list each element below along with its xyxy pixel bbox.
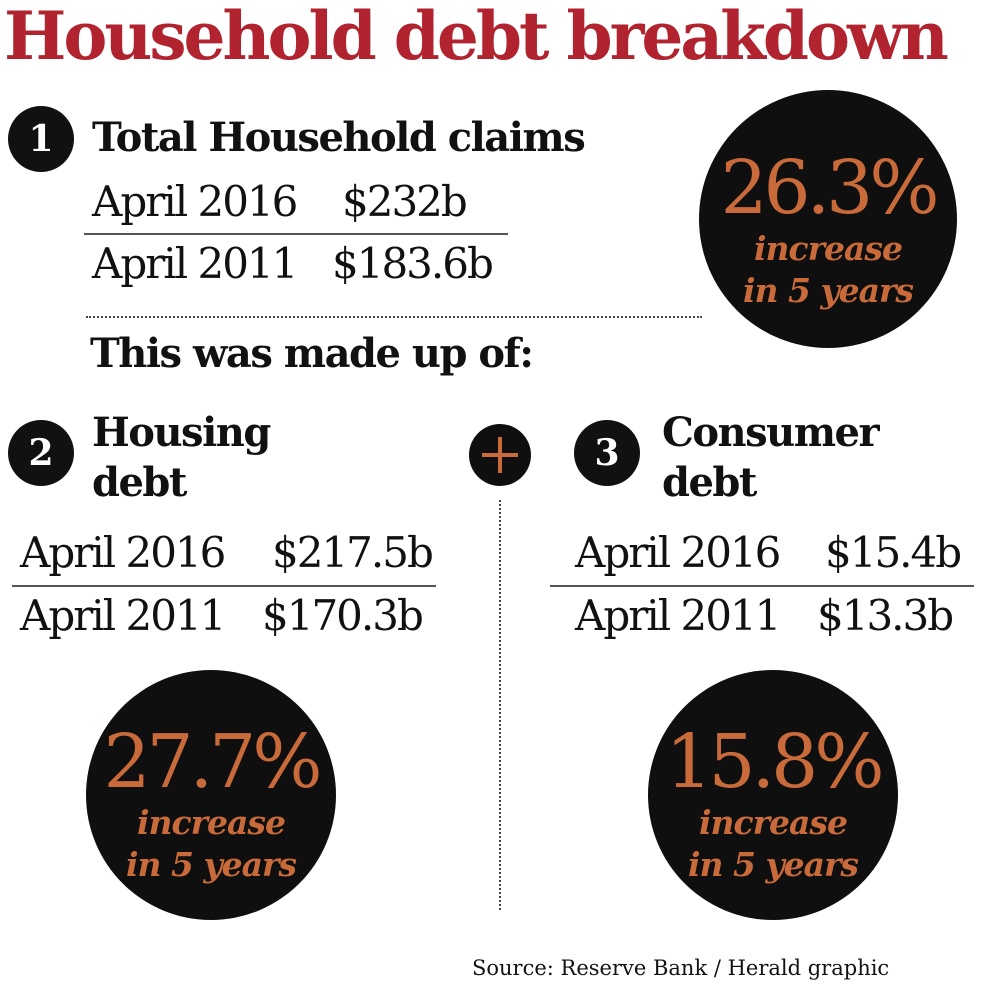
housing-row-2016: April 2016 $217.5b — [20, 527, 460, 579]
dotted-divider — [86, 316, 702, 318]
divider — [550, 585, 974, 587]
consumer-row-2011: April 2011 $13.3b — [575, 590, 975, 642]
badge-caption-line1: increase — [137, 803, 286, 842]
consumer-heading-line2: debt — [662, 459, 757, 506]
row-date: April 2011 — [20, 591, 226, 640]
badge-caption-line2: in 5 years — [688, 845, 859, 884]
housing-row-2011: April 2011 $170.3b — [20, 590, 460, 642]
divider — [84, 233, 508, 235]
total-row-2011: April 2011 $183.6b — [92, 238, 512, 290]
made-up-of-heading: This was made up of: — [90, 330, 534, 377]
row-value: $13.3b — [817, 591, 954, 640]
badge-caption-line2: in 5 years — [126, 845, 297, 884]
row-value: $232b — [342, 177, 468, 226]
number-badge-3: 3 — [574, 420, 640, 486]
total-claims-heading: Total Household claims — [92, 114, 586, 161]
badge-caption-line1: increase — [699, 803, 848, 842]
source-credit: Source: Reserve Bank / Herald graphic — [472, 956, 890, 980]
total-row-2016: April 2016 $232b — [92, 176, 512, 228]
housing-increase-badge: 27.7% increase in 5 years — [86, 670, 336, 920]
row-date: April 2011 — [92, 239, 298, 288]
vertical-dotted-divider — [499, 500, 501, 910]
row-date: April 2016 — [575, 528, 781, 577]
consumer-increase-badge: 15.8% increase in 5 years — [648, 670, 898, 920]
number-badge-2: 2 — [8, 420, 74, 486]
divider — [12, 585, 436, 587]
row-date: April 2011 — [575, 591, 781, 640]
row-value: $170.3b — [262, 591, 424, 640]
page-title: Household debt breakdown — [4, 0, 949, 75]
badge-percent: 15.8% — [665, 719, 884, 805]
badge-caption-line1: increase — [754, 229, 903, 268]
badge-percent: 26.3% — [720, 145, 939, 231]
housing-heading-line2: debt — [92, 459, 187, 506]
row-date: April 2016 — [20, 528, 226, 577]
total-increase-badge: 26.3% increase in 5 years — [699, 90, 957, 348]
badge-percent: 27.7% — [103, 719, 322, 805]
badge-caption-line2: in 5 years — [743, 271, 914, 310]
consumer-row-2016: April 2016 $15.4b — [575, 527, 975, 579]
row-date: April 2016 — [92, 177, 298, 226]
plus-icon — [469, 424, 531, 486]
row-value: $183.6b — [332, 239, 494, 288]
consumer-heading-line1: Consumer — [662, 409, 880, 456]
housing-heading-line1: Housing — [92, 409, 271, 456]
row-value: $217.5b — [272, 528, 434, 577]
row-value: $15.4b — [825, 528, 962, 577]
number-badge-1: 1 — [8, 106, 74, 172]
